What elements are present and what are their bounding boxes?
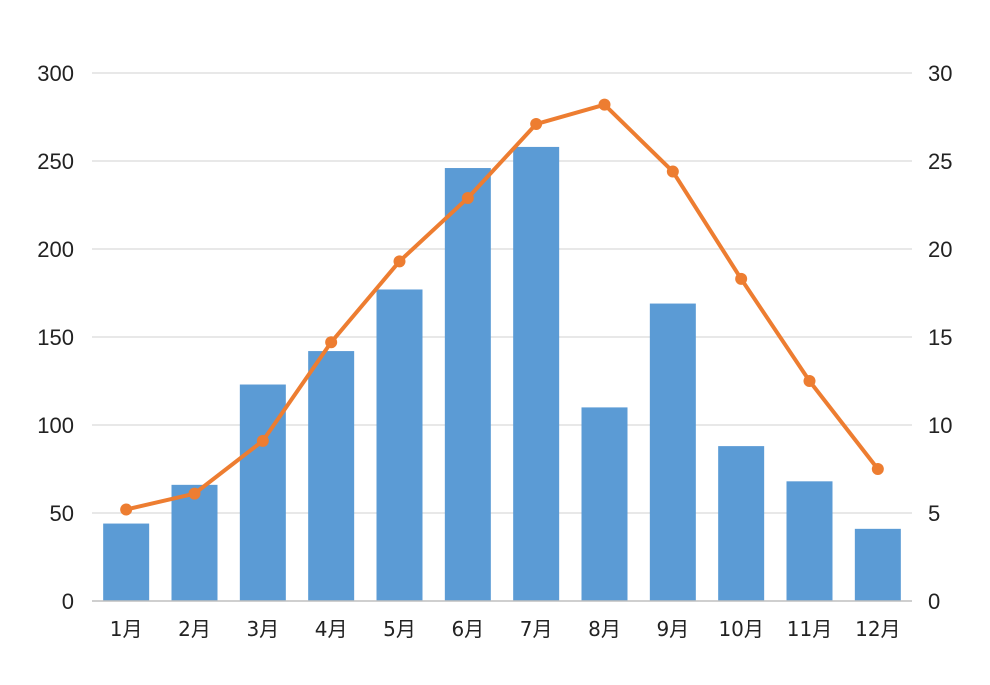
category-label: 9月	[656, 617, 689, 641]
category-label: 12月	[855, 617, 900, 641]
category-label: 2月	[178, 617, 211, 641]
category-label: 5月	[383, 617, 416, 641]
left-axis-ticks: 0 50 100 150 200 250 300	[37, 61, 74, 614]
bar	[786, 481, 833, 601]
bar	[103, 523, 150, 601]
category-label: 6月	[451, 617, 484, 641]
series-line	[124, 102, 880, 512]
bar	[444, 168, 491, 602]
right-tick-label: 30	[928, 61, 952, 86]
line-point	[530, 118, 543, 131]
line-point	[461, 191, 474, 204]
right-tick-label: 5	[928, 501, 940, 526]
category-label: 3月	[246, 617, 279, 641]
line-point	[325, 336, 338, 349]
bar	[854, 528, 901, 601]
right-axis-ticks: 0 5 10 15 20 25 30	[928, 61, 952, 614]
bar	[171, 484, 218, 601]
category-labels: 1月 2月 3月 4月 5月 6月 7月 8月 9月 10月 11月 12月	[110, 617, 901, 641]
bar-series	[103, 146, 901, 602]
category-label: 11月	[787, 617, 832, 641]
bar	[718, 446, 765, 601]
line-point	[256, 434, 269, 447]
category-label: 4月	[315, 617, 348, 641]
bar	[581, 407, 628, 601]
right-tick-label: 10	[928, 413, 952, 438]
category-label: 7月	[520, 617, 553, 641]
right-tick-label: 20	[928, 237, 952, 262]
left-tick-label: 250	[37, 149, 74, 174]
bar	[308, 351, 355, 601]
left-tick-label: 0	[62, 589, 74, 614]
line-point	[598, 98, 611, 111]
left-tick-label: 50	[50, 501, 74, 526]
left-tick-label: 200	[37, 237, 74, 262]
bar	[513, 146, 560, 602]
line-point	[803, 375, 816, 387]
category-label: 1月	[110, 617, 143, 641]
bar	[649, 303, 696, 601]
line-point	[666, 165, 679, 178]
line-point	[871, 463, 884, 475]
left-tick-label: 150	[37, 325, 74, 350]
left-tick-label: 300	[37, 61, 74, 86]
line-point	[735, 272, 748, 285]
left-tick-label: 100	[37, 413, 74, 438]
line-point	[120, 503, 133, 516]
line-series	[120, 98, 884, 516]
category-label: 10月	[718, 617, 763, 641]
line-point	[188, 487, 201, 500]
right-tick-label: 15	[928, 325, 952, 350]
right-tick-label: 0	[928, 589, 940, 614]
line-point	[393, 255, 406, 268]
right-tick-label: 25	[928, 149, 952, 174]
gridlines	[92, 72, 912, 514]
bar	[376, 289, 423, 601]
category-label: 8月	[588, 617, 621, 641]
